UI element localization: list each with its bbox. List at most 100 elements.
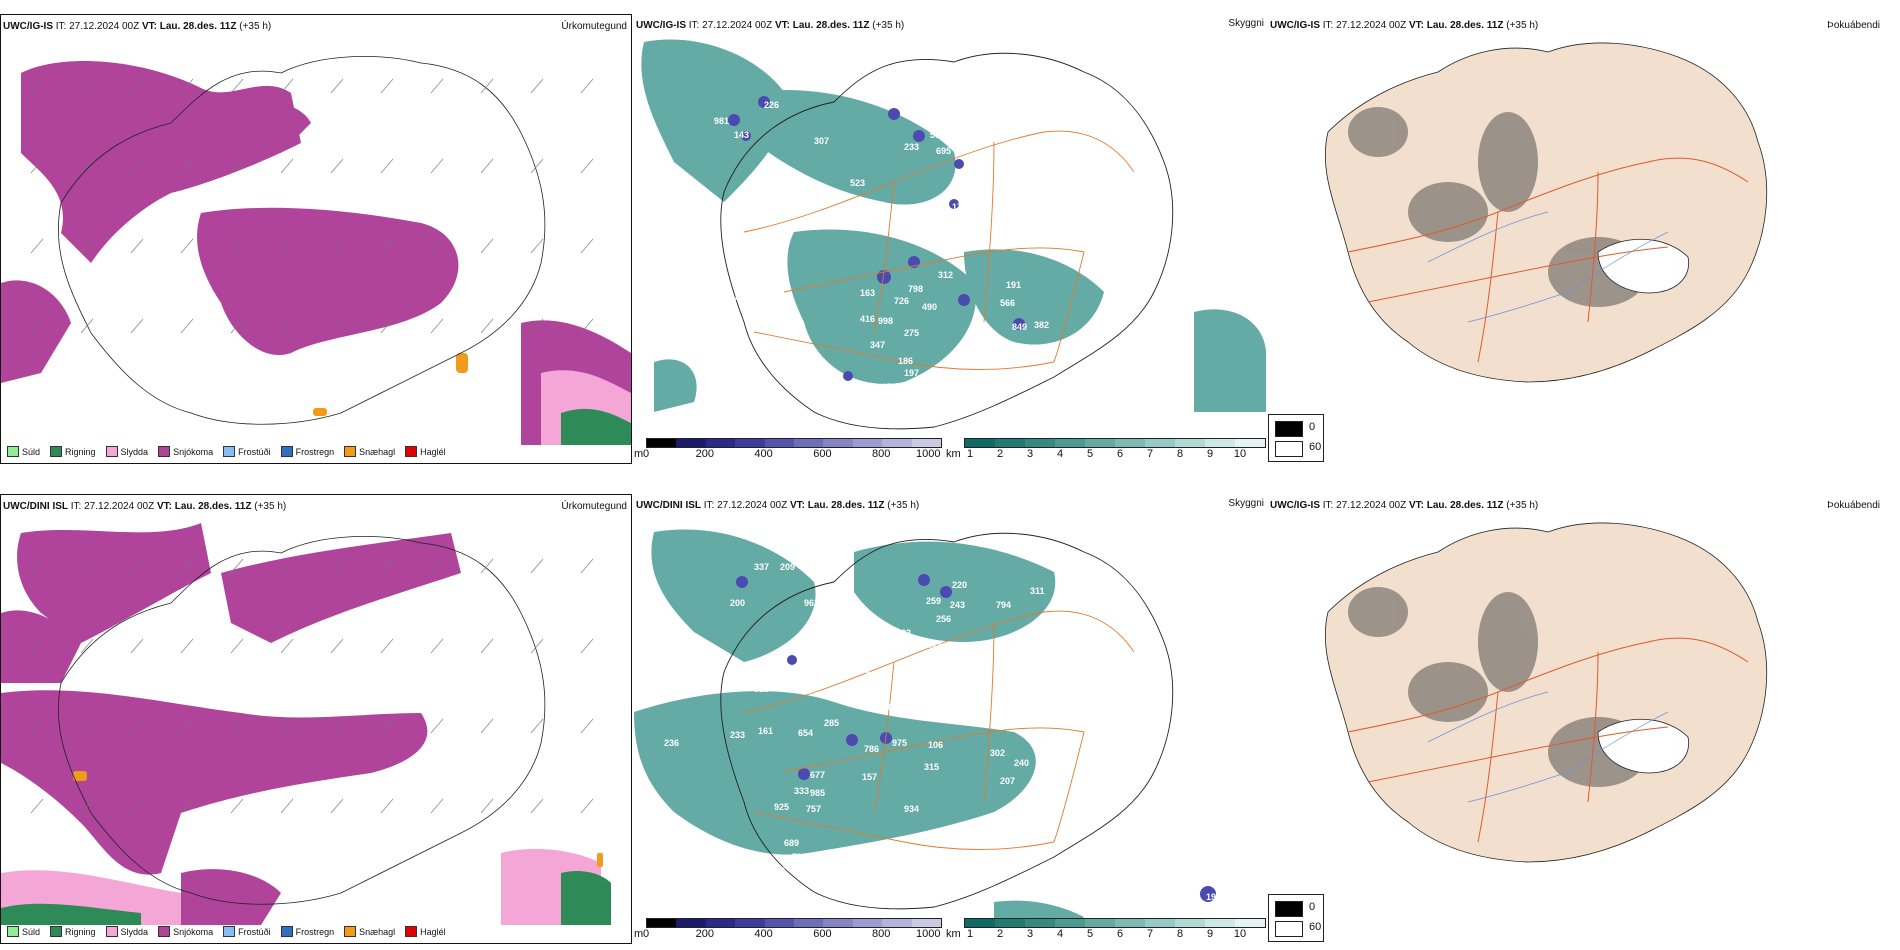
precip-panel-bottom: UWC/DINI ISL IT: 27.12.2024 00Z VT: Lau.… <box>0 494 632 944</box>
panel-title: UWC/IG-IS IT: 27.12.2024 00Z VT: Lau. 28… <box>1270 500 1539 511</box>
cloud-cover-legend: 0 60 <box>1268 894 1324 942</box>
peak-label: 347 <box>870 340 885 350</box>
peak-label: 226 <box>764 100 779 110</box>
panel-label: Skyggni <box>1228 498 1264 509</box>
cloud-peaks <box>728 96 1025 381</box>
cloud-cover-legend: 0 60 <box>1268 414 1324 462</box>
ice-pellet-area <box>73 771 603 867</box>
colorbar-tick: 3 <box>1026 448 1034 460</box>
fog-map <box>1324 522 1768 863</box>
peak-label: 302 <box>990 748 1005 758</box>
peak-label: 233 <box>904 142 919 152</box>
legend-high: 60 <box>1309 441 1322 453</box>
peak-label: 233 <box>730 730 745 740</box>
legend-swatch <box>50 446 63 457</box>
peak-label: 215 <box>866 670 881 680</box>
legend-item: Haglél <box>405 926 446 937</box>
peak-label: 106 <box>928 740 943 750</box>
cloud-panel-bottom: UWC/DINI ISL IT: 27.12.2024 00Z VT: Lau.… <box>634 494 1266 944</box>
legend-swatch <box>50 926 63 937</box>
legend-swatch <box>280 926 293 937</box>
panel-title: UWC/DINI ISL IT: 27.12.2024 00Z VT: Lau.… <box>3 501 287 512</box>
colorbar-tick: 5 <box>1086 928 1094 940</box>
rain-area <box>561 408 631 445</box>
colorbar-tick: 6 <box>1116 928 1124 940</box>
peak-label: 251 <box>962 642 977 652</box>
peak-label: 825 <box>770 866 785 876</box>
peak-label: 934 <box>904 804 919 814</box>
peak-label: 726 <box>894 296 909 306</box>
legend-item: Haglél <box>405 446 446 457</box>
precip-panel-top: UWC/IG-IS IT: 27.12.2024 00Z VT: Lau. 28… <box>0 14 632 464</box>
road-network <box>743 610 1135 850</box>
peak-label: 315 <box>924 762 939 772</box>
coastline <box>720 52 1174 430</box>
peak-labels: 337 209 200 962 220 259 243 794 311 256 … <box>664 562 1229 902</box>
height-colorbar-strip <box>646 438 942 448</box>
colorbar-tick: 9 <box>1206 928 1214 940</box>
legend-item: Frostregn <box>280 926 334 937</box>
panel-title: UWC/IG-IS IT: 27.12.2024 00Z VT: Lau. 28… <box>636 20 905 31</box>
peak-label: 285 <box>824 718 839 728</box>
height-colorbar-ticks: 0 200 400 600 800 1000 <box>643 448 941 462</box>
legend-swatch <box>405 446 418 457</box>
colorbar-unit: km <box>946 448 961 460</box>
legend-item: Rigning <box>50 446 96 457</box>
wind-barbs <box>30 78 594 334</box>
colorbar-tick: 2 <box>996 448 1004 460</box>
legend-swatch-light <box>1275 441 1303 457</box>
peak-label: 158 <box>928 642 943 652</box>
peak-label: 596 <box>930 130 945 140</box>
legend-swatch <box>7 926 19 937</box>
peak-label: 170 <box>952 202 967 212</box>
colorbar-tick: 7 <box>1146 928 1154 940</box>
legend-item: Slydda <box>105 446 148 457</box>
colorbar-tick: 4 <box>1056 928 1064 940</box>
visibility-area <box>634 529 1084 924</box>
legend-item: Súld <box>7 446 40 457</box>
snow-area <box>1 523 461 925</box>
colorbar-tick: 3 <box>1026 928 1034 940</box>
peak-label: 191 <box>1006 280 1021 290</box>
colorbar-tick: 0 <box>642 928 650 940</box>
peak-label: 849 <box>1012 322 1027 332</box>
peak-label: 786 <box>864 744 879 754</box>
coastline <box>720 532 1174 910</box>
legend-item: Rigning <box>50 926 96 937</box>
peak-label: 240 <box>1014 758 1029 768</box>
peak-label: 99 <box>1060 350 1070 360</box>
peak-label: 236 <box>664 738 679 748</box>
colorbar-tick: 600 <box>813 448 832 460</box>
colorbar-tick: 800 <box>872 928 891 940</box>
river-network <box>1427 211 1669 323</box>
peak-label: 680 <box>772 250 787 260</box>
peak-label: 985 <box>810 788 825 798</box>
panel-title: UWC/DINI ISL IT: 27.12.2024 00Z VT: Lau.… <box>636 500 920 511</box>
peak-label: 207 <box>1000 776 1015 786</box>
peak-label: 503 <box>1182 888 1197 898</box>
cloud-map: 981 143 226 307 233 596 695 523 737 693 … <box>641 39 1266 430</box>
panel-label: Úrkomutegund <box>561 21 627 32</box>
cloud-map: 337 209 200 962 220 259 243 794 311 256 … <box>634 529 1229 924</box>
colorbar-tick: 400 <box>754 448 773 460</box>
colorbar-unit: m <box>634 928 644 940</box>
peak-label: 523 <box>850 178 865 188</box>
legend-item: Snjókoma <box>158 446 213 457</box>
peak-label: 925 <box>774 802 789 812</box>
peak-label: 962 <box>804 598 819 608</box>
visibility-colorbar-ticks: 1 2 3 4 5 6 7 8 9 10 <box>964 448 1264 462</box>
colorbar-unit: km <box>946 928 961 940</box>
peak-label: 337 <box>754 562 769 572</box>
panel-label: Þokuábendi <box>1827 500 1880 511</box>
peak-label: 157 <box>862 772 877 782</box>
peak-label: 693 <box>770 204 785 214</box>
legend-item: Snæhagl <box>344 926 395 937</box>
colorbar-tick: 5 <box>1086 448 1094 460</box>
peak-label: 382 <box>1034 320 1049 330</box>
colorbar-tick: 9 <box>1206 448 1214 460</box>
colorbar-tick: 10 <box>1233 928 1247 940</box>
legend-item: Frostregn <box>280 446 334 457</box>
fog-panel-top: UWC/IG-IS IT: 27.12.2024 00Z VT: Lau. 28… <box>1268 14 1900 464</box>
peak-label: 200 <box>730 598 745 608</box>
legend-low: 0 <box>1309 901 1316 913</box>
